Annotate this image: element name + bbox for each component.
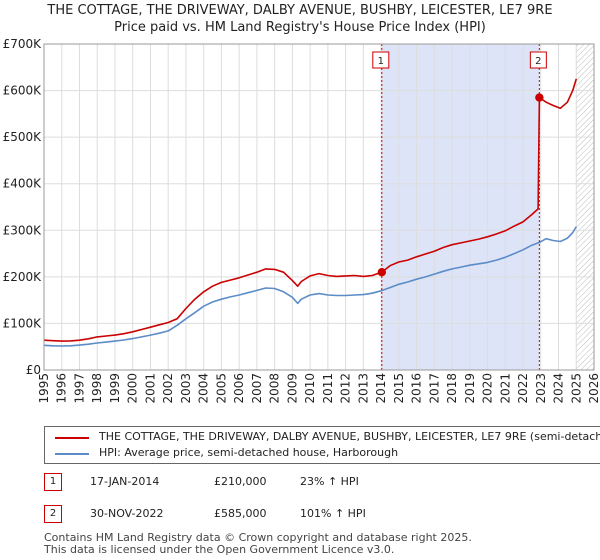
x-tick-label: 2013 [356,373,370,404]
x-tick-label: 2014 [374,373,388,404]
x-tick-label: 2022 [516,373,530,404]
y-tick-label: £400K [3,177,43,191]
x-tick-label: 2005 [214,373,228,404]
x-tick-label: 2011 [321,373,335,404]
sale-price: £585,000 [214,507,267,520]
chart-title: THE COTTAGE, THE DRIVEWAY, DALBY AVENUE,… [47,3,553,18]
x-tick-label: 2009 [285,373,299,404]
forecast-region [576,44,594,370]
x-tick-label: 2006 [232,373,246,404]
sale-marker-label: 1 [378,56,384,67]
x-tick-label: 2024 [552,373,566,404]
x-tick-label: 2026 [587,373,600,404]
x-tick-label: 2018 [445,373,459,404]
sale-point [535,93,544,102]
x-tick-label: 2020 [481,373,495,404]
x-tick-label: 2023 [534,373,548,404]
sale-marker-badge [529,51,547,69]
sale-date: 30-NOV-2022 [90,507,164,520]
x-tick-label: 2010 [303,373,317,404]
y-tick-label: £300K [3,223,43,237]
legend: THE COTTAGE, THE DRIVEWAY, DALBY AVENUE,… [44,426,600,464]
x-tick-label: 2002 [161,373,175,404]
sale-marker-label: 2 [535,56,541,67]
x-tick-label: 2001 [143,373,157,404]
x-tick-label: 1999 [108,373,122,404]
sale-marker-badge [372,51,390,69]
x-tick-label: 1997 [72,373,86,404]
y-tick-label: £500K [3,130,43,144]
x-tick-label: 2016 [410,373,424,404]
sale-hpi-change: 101% ↑ HPI [300,507,366,520]
y-tick-label: £0 [26,363,41,377]
x-tick-label: 1995 [37,373,51,404]
y-tick-label: £100K [3,316,43,330]
x-tick-label: 2000 [126,373,140,404]
x-tick-label: 1998 [90,373,104,404]
sale-badge: 1 [44,473,62,491]
legend-label-property: THE COTTAGE, THE DRIVEWAY, DALBY AVENUE,… [99,430,600,443]
legend-label-hpi: HPI: Average price, semi-detached house,… [99,446,399,459]
shaded-period [381,44,540,370]
legend-swatch-hpi [55,453,89,455]
hpi-line [43,226,577,347]
footer-copyright: Contains HM Land Registry data © Crown c… [44,531,472,544]
x-tick-label: 2007 [250,373,264,404]
sale-date: 17-JAN-2014 [90,475,160,488]
y-tick-label: £700K [3,37,43,51]
x-tick-label: 2012 [339,373,353,404]
y-tick-label: £200K [3,270,43,284]
sale-badge: 2 [44,505,62,523]
sale-point [377,268,387,277]
footer-licence: This data is licensed under the Open Gov… [44,543,395,556]
sale-price: £210,000 [214,475,267,488]
x-tick-label: 2004 [197,373,211,404]
sale-hpi-change: 23% ↑ HPI [300,475,359,488]
plot-frame [43,43,595,371]
y-tick-label: £600K [3,84,43,98]
x-tick-label: 2017 [427,373,441,404]
x-tick-label: 2025 [569,373,583,404]
x-tick-label: 2021 [498,373,512,404]
x-tick-label: 2019 [463,373,477,404]
price-chart: 1 2 £0 £100K £200K £300K £400K £500K £600K £700K… [3,37,600,404]
legend-swatch-property [55,437,89,439]
x-tick-label: 2008 [268,373,282,404]
x-tick-label: 2015 [392,373,406,404]
property-price-line [43,78,578,342]
chart-subtitle: Price paid vs. HM Land Registry's House … [114,20,486,35]
x-tick-label: 2003 [179,373,193,404]
x-tick-label: 1996 [55,373,69,404]
